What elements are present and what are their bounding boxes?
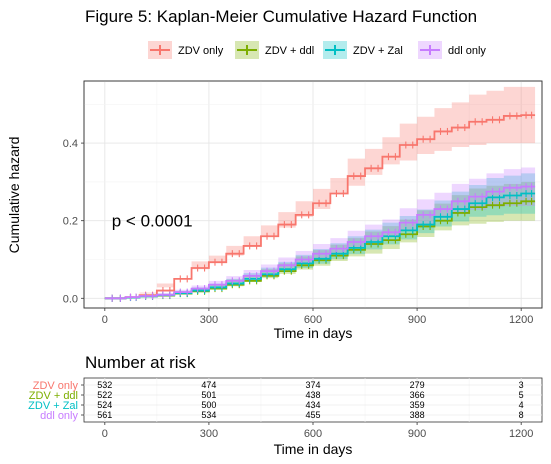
risk-cell: 8 xyxy=(519,410,524,420)
risk-cell: 524 xyxy=(97,400,112,410)
x-tick-label: 300 xyxy=(200,314,218,326)
x-tick-label: 600 xyxy=(304,314,322,326)
risk-cell: 455 xyxy=(305,410,320,420)
risk-cell: 500 xyxy=(201,400,216,410)
axes: 0 300 600 900 1200 0.0 0.2 0.4 xyxy=(63,138,534,326)
legend-label: ddl only xyxy=(448,45,486,57)
series-lines xyxy=(104,111,536,302)
risk-cell: 438 xyxy=(305,390,320,400)
risk-x-tick-label: 900 xyxy=(408,428,426,440)
y-tick-label: 0.0 xyxy=(63,293,78,305)
y-axis-label: Cumulative hazard xyxy=(6,137,22,254)
series-line-2 xyxy=(104,192,536,300)
censor-marks-3 xyxy=(111,183,533,302)
x-tick-label: 1200 xyxy=(509,314,533,326)
risk-row-label: ddl only xyxy=(40,410,78,422)
confidence-band-2 xyxy=(104,173,536,299)
chart-title: Figure 5: Kaplan-Meier Cumulative Hazard… xyxy=(85,7,477,26)
risk-x-tick-label: 300 xyxy=(200,428,218,440)
risk-cell: 3 xyxy=(519,380,524,390)
risk-x-tick-label: 1200 xyxy=(509,428,533,440)
risk-row-label: ZDV only xyxy=(33,380,79,392)
legend: ZDV only ZDV + ddl ZDV + Zal ddl only xyxy=(148,41,486,59)
legend-label: ZDV + Zal xyxy=(353,45,403,57)
legend-item-2: ZDV + Zal xyxy=(323,41,403,59)
x-tick-label: 900 xyxy=(408,314,426,326)
x-tick-label: 0 xyxy=(102,314,108,326)
risk-cell: 374 xyxy=(305,380,320,390)
series-line-0 xyxy=(104,114,536,300)
risk-cell: 5 xyxy=(519,390,524,400)
risk-cell: 366 xyxy=(410,390,425,400)
risk-row-3: ddl only 561 534 455 388 8 xyxy=(40,410,524,422)
risk-cell: 359 xyxy=(410,400,425,410)
risk-row-label: ZDV + Zal xyxy=(28,400,78,412)
series-line-3 xyxy=(104,185,536,300)
risk-cell: 4 xyxy=(519,400,524,410)
risk-cell: 474 xyxy=(201,380,216,390)
legend-item-0: ZDV only xyxy=(148,41,224,59)
risk-cell: 561 xyxy=(97,410,112,420)
risk-row-0: ZDV only 532 474 374 279 3 xyxy=(33,380,524,392)
risk-cell: 534 xyxy=(201,410,216,420)
legend-item-3: ddl only xyxy=(418,41,486,59)
risk-cell: 388 xyxy=(410,410,425,420)
x-axis-label: Time in days xyxy=(274,325,353,341)
risk-cell: 532 xyxy=(97,380,112,390)
risk-table-rows: ZDV only 532 474 374 279 3 ZDV + ddl 522 501 438 3… xyxy=(28,380,524,422)
y-tick-label: 0.4 xyxy=(63,138,78,150)
confidence-band-1 xyxy=(104,181,536,299)
confidence-band-3 xyxy=(104,167,536,299)
y-tick-label: 0.2 xyxy=(63,216,78,228)
legend-label: ZDV only xyxy=(178,45,224,57)
legend-label: ZDV + ddl xyxy=(265,45,314,57)
p-value-annotation: p < 0.0001 xyxy=(112,212,193,231)
legend-item-1: ZDV + ddl xyxy=(235,41,314,59)
risk-x-axis-label: Time in days xyxy=(274,441,353,457)
risk-row-1: ZDV + ddl 522 501 438 366 5 xyxy=(29,390,524,402)
risk-table-grid xyxy=(84,378,542,422)
risk-cell: 501 xyxy=(201,390,216,400)
risk-x-tick-label: 0 xyxy=(102,428,108,440)
risk-table-axes: 0 300 600 900 1200 xyxy=(102,422,533,440)
risk-x-tick-label: 600 xyxy=(304,428,322,440)
risk-cell: 434 xyxy=(305,400,320,410)
risk-cell: 522 xyxy=(97,390,112,400)
plot-grid xyxy=(84,81,542,308)
risk-table-title: Number at risk xyxy=(85,353,196,372)
risk-cell: 279 xyxy=(410,380,425,390)
risk-row-2: ZDV + Zal 524 500 434 359 4 xyxy=(28,400,524,412)
risk-row-label: ZDV + ddl xyxy=(29,390,78,402)
